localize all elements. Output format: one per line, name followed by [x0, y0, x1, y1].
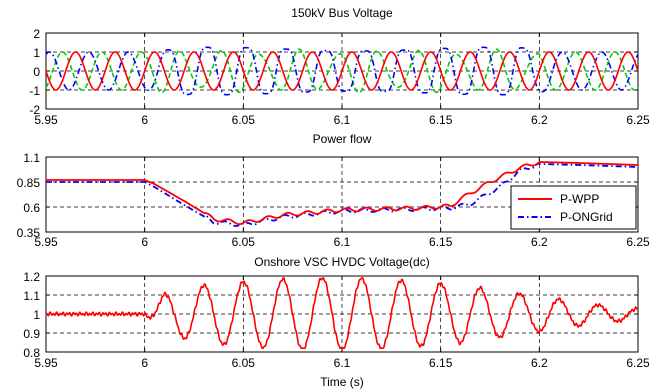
- panel2-ytick: 0.35: [17, 226, 41, 240]
- panel2-ytick: 1.1: [23, 151, 40, 165]
- panel2-xtick: 6.1: [334, 235, 351, 249]
- panel2-xtick: 6.2: [531, 235, 548, 249]
- panel1-xtick: 6: [141, 113, 148, 127]
- legend-box: [510, 185, 637, 230]
- panel3-ytick: 0.9: [23, 327, 40, 341]
- panel2-ytick: 0.85: [17, 176, 41, 190]
- panel1-ytick: 0: [33, 65, 40, 79]
- panel3-xtick: 6.05: [232, 356, 256, 370]
- panel1-y-ticks: 2 1 0 -1 -2: [29, 27, 40, 117]
- panel1-xtick: 6.05: [232, 113, 256, 127]
- panel3-y-ticks: 1.2 1.1 1 0.9 0.8: [23, 270, 40, 360]
- panel2-x-ticks: 5.95 6 6.05 6.1 6.15 6.2 6.25: [34, 235, 650, 249]
- panel1-xtick: 6.2: [531, 113, 548, 127]
- panel2-xtick: 6.05: [232, 235, 256, 249]
- panel3-xtick: 6.15: [429, 356, 453, 370]
- panel1-xtick: 6.25: [626, 113, 650, 127]
- panel3-x-ticks: 5.95 6 6.05 6.1 6.15 6.2 6.25: [34, 356, 650, 370]
- panel3-series-line: [45, 277, 639, 349]
- panel1-series-line: [45, 51, 639, 91]
- panel1-series-line: [45, 48, 639, 94]
- panel3-title: Onshore VSC HVDC Voltage(dc): [254, 255, 429, 269]
- panel3-ytick: 1.2: [23, 270, 40, 284]
- panel3-ytick: 1: [33, 308, 40, 322]
- panel2-xtick: 6.25: [626, 235, 650, 249]
- panel3-ytick: 1.1: [23, 289, 40, 303]
- panel1-xtick: 6.15: [429, 113, 453, 127]
- panel1-lines: [45, 46, 639, 96]
- panel3-xtick: 6.25: [626, 356, 650, 370]
- panel3-xtick: 6.1: [334, 356, 351, 370]
- panel1-ytick: -1: [29, 84, 40, 98]
- panel2-title: Power flow: [313, 132, 372, 146]
- x-axis-label: Time (s): [320, 375, 364, 389]
- panel1-xtick: 6.1: [334, 113, 351, 127]
- panel1-ytick: 2: [33, 27, 40, 41]
- panel3-xtick: 6.2: [531, 356, 548, 370]
- panel3-xtick: 5.95: [34, 356, 58, 370]
- panel3-ytick: 0.8: [23, 346, 40, 360]
- panel2-xtick: 6.15: [429, 235, 453, 249]
- panel2-xtick: 6: [141, 235, 148, 249]
- legend: P-WPP P-ONGrid: [510, 185, 637, 230]
- panel1-x-ticks: 5.95 6 6.05 6.1 6.15 6.2 6.25: [34, 113, 650, 127]
- panel2-y-ticks: 1.1 0.85 0.6 0.35: [17, 151, 41, 240]
- legend-label-p-ongrid: P-ONGrid: [560, 210, 613, 224]
- panel1-series-line: [45, 46, 639, 96]
- panel1-ytick: -2: [29, 103, 40, 117]
- legend-label-p-wpp: P-WPP: [560, 192, 599, 206]
- panel2-lines: [46, 161, 639, 227]
- panel3-lines: [45, 277, 639, 349]
- panel1-xtick: 5.95: [34, 113, 58, 127]
- panel1-ytick: 1: [33, 46, 40, 60]
- panel2-series-line: [46, 161, 639, 226]
- panel2-xtick: 5.95: [34, 235, 58, 249]
- panel3-xtick: 6: [141, 356, 148, 370]
- panel1-title: 150kV Bus Voltage: [291, 6, 393, 20]
- panel2-ytick: 0.6: [23, 201, 40, 215]
